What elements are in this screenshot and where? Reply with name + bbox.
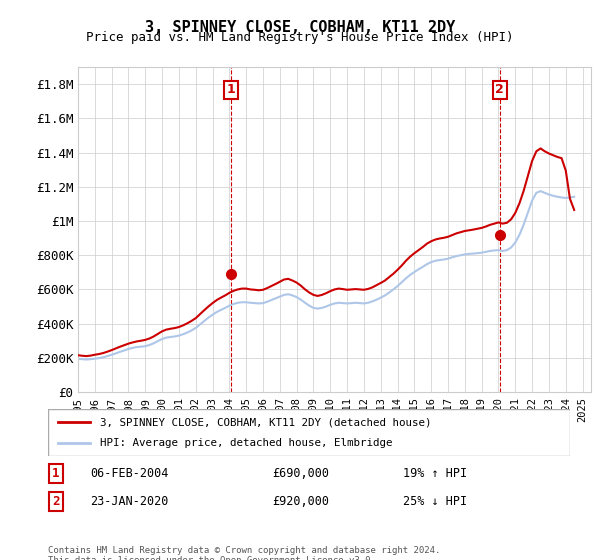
Text: Contains HM Land Registry data © Crown copyright and database right 2024.
This d: Contains HM Land Registry data © Crown c… <box>48 546 440 560</box>
Text: 1: 1 <box>227 83 235 96</box>
Text: 1: 1 <box>52 467 59 480</box>
Text: 2: 2 <box>52 496 59 508</box>
Text: 23-JAN-2020: 23-JAN-2020 <box>90 496 168 508</box>
Text: £690,000: £690,000 <box>272 467 329 480</box>
Text: 3, SPINNEY CLOSE, COBHAM, KT11 2DY (detached house): 3, SPINNEY CLOSE, COBHAM, KT11 2DY (deta… <box>100 417 432 427</box>
Text: Price paid vs. HM Land Registry's House Price Index (HPI): Price paid vs. HM Land Registry's House … <box>86 31 514 44</box>
Text: 2: 2 <box>495 83 504 96</box>
Text: £920,000: £920,000 <box>272 496 329 508</box>
Text: 25% ↓ HPI: 25% ↓ HPI <box>403 496 467 508</box>
Text: 06-FEB-2004: 06-FEB-2004 <box>90 467 168 480</box>
Text: 3, SPINNEY CLOSE, COBHAM, KT11 2DY: 3, SPINNEY CLOSE, COBHAM, KT11 2DY <box>145 20 455 35</box>
FancyBboxPatch shape <box>48 409 570 456</box>
Text: HPI: Average price, detached house, Elmbridge: HPI: Average price, detached house, Elmb… <box>100 438 392 448</box>
Text: 19% ↑ HPI: 19% ↑ HPI <box>403 467 467 480</box>
